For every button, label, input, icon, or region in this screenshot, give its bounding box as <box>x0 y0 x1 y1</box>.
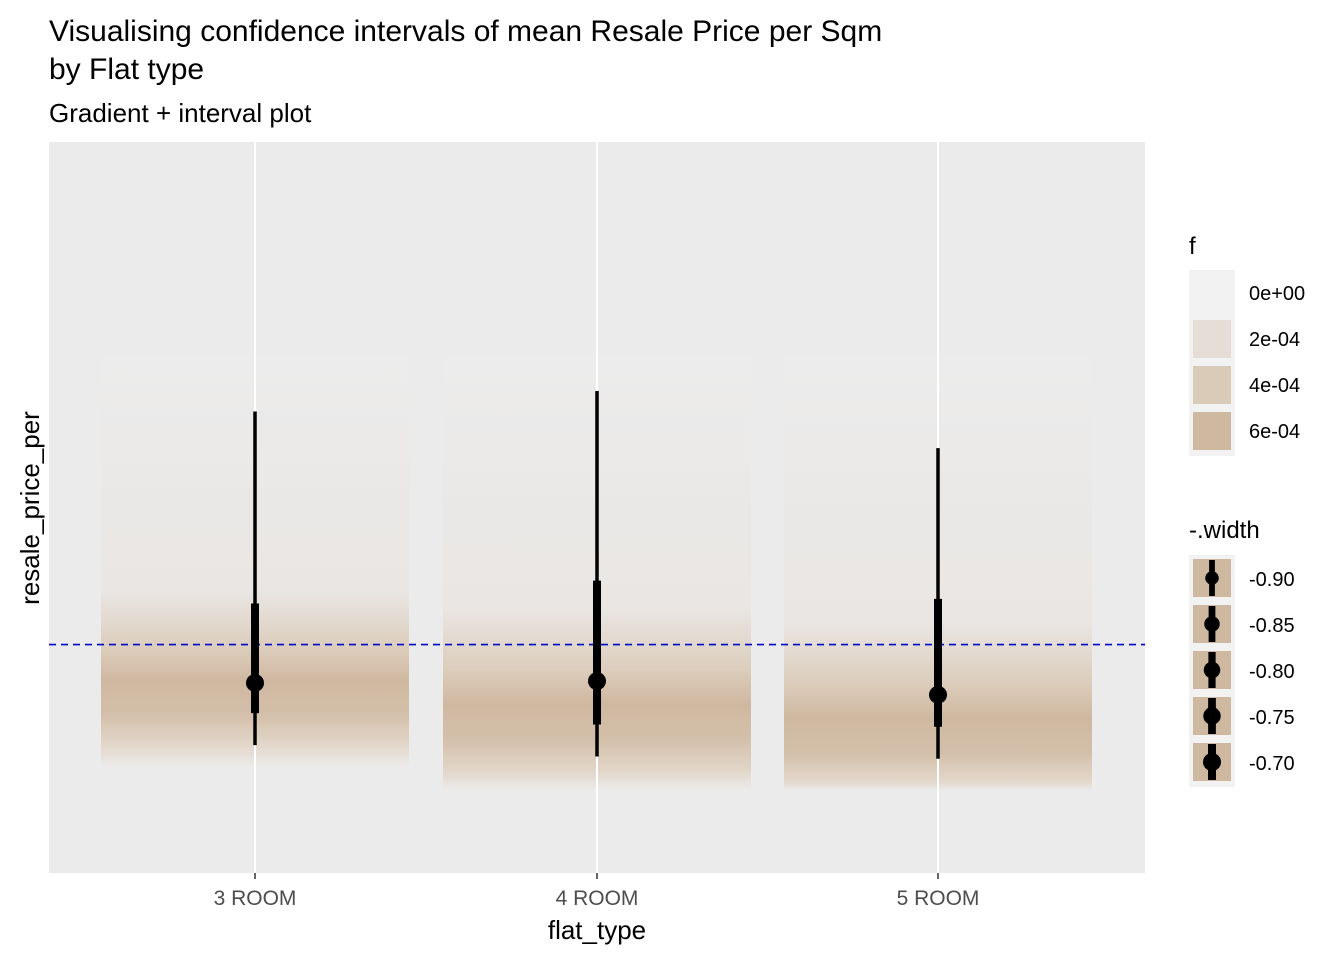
mean-point-5-room <box>929 685 947 704</box>
x-tick-label-2: 4 ROOM <box>556 887 639 910</box>
legend-width-key-point-2 <box>1204 616 1220 632</box>
x-tick-label-3: 5 ROOM <box>897 887 980 910</box>
legend-f-key-2 <box>1193 320 1231 358</box>
y-axis-title: resale_price_per <box>15 411 45 605</box>
mean-point-3-room <box>246 673 264 692</box>
legend-width-label-1: -0.90 <box>1249 569 1295 591</box>
mean-point-4-room <box>588 672 606 691</box>
legend-f-label-3: 4e-04 <box>1249 375 1300 397</box>
legend-f-key-1 <box>1193 274 1231 312</box>
plot-area <box>49 142 1145 873</box>
legend-width: -.width -0.90 -0.85 -0.80 -0.75 -0.70 <box>1189 517 1295 787</box>
legend-f: f 0e+00 2e-04 4e-04 6e-04 <box>1189 233 1305 456</box>
legend-f-label-4: 6e-04 <box>1249 421 1300 443</box>
legend-width-label-4: -0.75 <box>1249 707 1295 729</box>
legend-f-title: f <box>1189 233 1196 260</box>
legend-width-key-point-3 <box>1203 661 1221 679</box>
legend-width-key-point-1 <box>1205 571 1219 585</box>
legend-width-label-5: -0.70 <box>1249 753 1295 775</box>
chart-title-line-1: Visualising confidence intervals of mean… <box>49 15 882 48</box>
chart-subtitle: Gradient + interval plot <box>49 98 312 128</box>
legend-width-label-2: -0.85 <box>1249 615 1295 637</box>
x-axis-title: flat_type <box>548 915 646 945</box>
legend-f-key-3 <box>1193 366 1231 404</box>
chart-title-line-2: by Flat type <box>49 53 204 86</box>
legend-width-label-3: -0.80 <box>1249 661 1295 683</box>
legend-f-key-4 <box>1193 412 1231 450</box>
legend-f-label-2: 2e-04 <box>1249 329 1300 351</box>
legend-width-title: -.width <box>1189 517 1260 544</box>
x-tick-label-1: 3 ROOM <box>214 887 297 910</box>
legend-width-key-point-5 <box>1203 753 1221 771</box>
legend-width-key-point-4 <box>1203 707 1221 725</box>
legend-f-label-1: 0e+00 <box>1249 283 1305 305</box>
